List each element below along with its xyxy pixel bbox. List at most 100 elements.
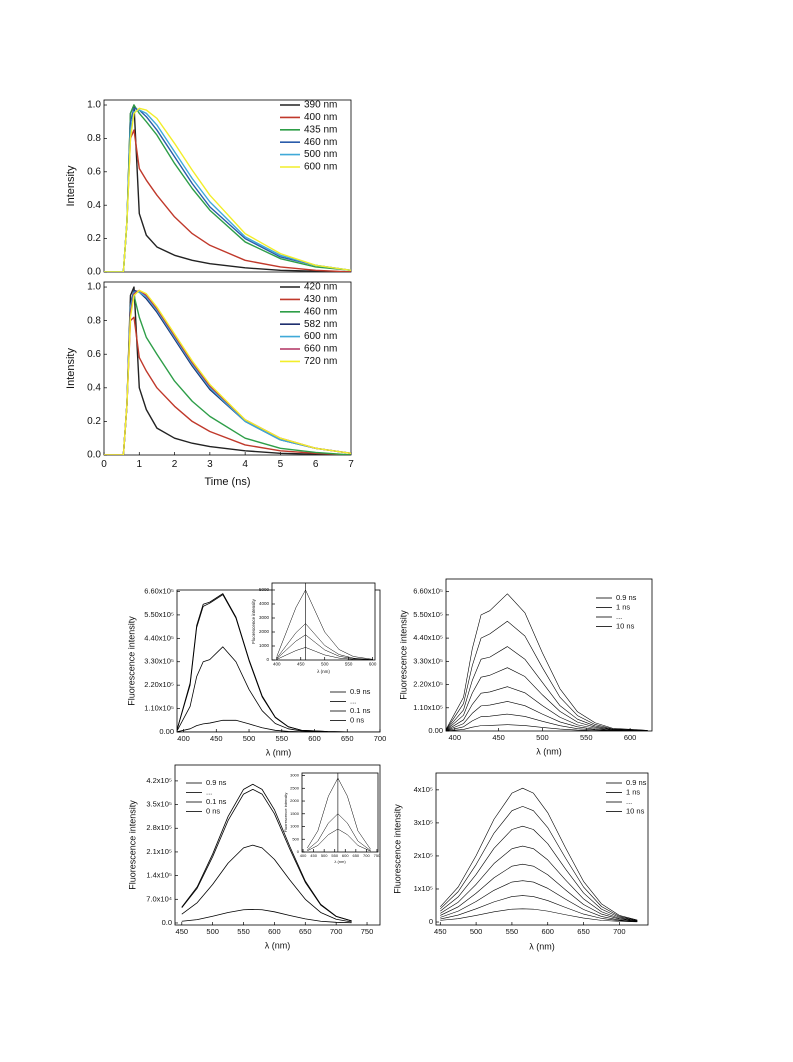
x-tick-label: 500 (243, 734, 256, 743)
x-tick-label: 450 (297, 661, 305, 666)
x-tick-label: 700 (613, 927, 626, 936)
x-tick-label: 650 (341, 734, 354, 743)
y-tick-label: 3.30x10⁵ (144, 657, 174, 666)
plot-frame (301, 772, 379, 853)
y-tick-label: 2.20x10⁵ (144, 680, 174, 689)
y-tick-label: 3000 (290, 773, 300, 778)
x-tick-label: 450 (310, 853, 317, 858)
x-axis-label: λ (nm) (536, 746, 562, 756)
x-axis-label: λ (nm) (266, 747, 292, 757)
legend-label: 460 nm (304, 306, 337, 317)
y-tick-label: 0.0 (162, 918, 172, 927)
x-axis-label: λ (nm) (317, 669, 330, 674)
x-tick-label: 650 (577, 927, 590, 936)
series-line (440, 863, 638, 922)
y-tick-label: 2.8x10⁵ (146, 823, 172, 832)
y-tick-label: 1.4x10⁵ (146, 871, 172, 880)
y-tick-label: 6.60x10⁵ (144, 586, 174, 595)
y-tick-label: 0.0 (87, 267, 101, 278)
y-tick-label: 4.40x10⁵ (144, 633, 174, 642)
legend-label: 600 nm (304, 162, 337, 173)
legend-label: ... (616, 612, 622, 621)
series-line (440, 880, 638, 922)
x-axis-label: λ (nm) (334, 859, 346, 864)
x-tick-label: 550 (345, 661, 353, 666)
y-tick-label: 1.10x10⁵ (413, 703, 443, 712)
plot-frame (445, 578, 653, 732)
x-tick-label: 5 (278, 459, 284, 470)
legend-label: 400 nm (304, 112, 337, 123)
y-tick-label: 3x10⁵ (414, 818, 433, 827)
series-line (440, 908, 638, 923)
series-line (177, 646, 380, 732)
series-line (446, 667, 648, 731)
y-tick-label: 2.1x10⁵ (146, 847, 172, 856)
x-tick-label: 1 (137, 459, 143, 470)
legend-label: 0 ns (350, 715, 364, 724)
legend-label: 0.1 ns (350, 706, 371, 715)
x-tick-label: 2 (172, 459, 178, 470)
legend-label: 0.9 ns (616, 593, 637, 602)
x-axis-label: λ (nm) (529, 941, 555, 951)
x-tick-label: 6 (313, 459, 319, 470)
y-axis-label: Fluorescence intensity (283, 793, 288, 833)
y-tick-label: 1.0 (87, 282, 101, 293)
legend-label: 0.9 ns (350, 687, 371, 696)
y-tick-label: 500 (292, 836, 299, 841)
y-tick-label: 5.50x10⁵ (144, 610, 174, 619)
y-tick-label: 0.0 (87, 450, 101, 461)
plot-frame (103, 99, 352, 273)
x-tick-label: 550 (276, 734, 289, 743)
x-tick-label: 7 (348, 459, 354, 470)
legend-label: 1 ns (616, 602, 630, 611)
x-tick-label: 550 (331, 853, 338, 858)
x-tick-label: 700 (374, 734, 387, 743)
y-tick-label: 4000 (259, 601, 270, 606)
y-tick-label: 4x10⁵ (414, 785, 433, 794)
series-line (440, 845, 638, 922)
legend-label: 660 nm (304, 344, 337, 355)
x-tick-label: 550 (237, 927, 250, 936)
y-tick-label: 0.00 (428, 726, 443, 735)
y-tick-label: 5000 (259, 587, 270, 592)
series-line (446, 593, 648, 731)
y-tick-label: 4.2x10⁵ (146, 776, 172, 785)
x-tick-label: 750 (361, 927, 374, 936)
series-line (446, 701, 648, 731)
series-line (440, 825, 638, 921)
y-tick-label: 0.6 (87, 166, 101, 177)
y-tick-label: 0.8 (87, 315, 101, 326)
legend-label: 435 nm (304, 124, 337, 135)
y-tick-label: 2000 (290, 798, 300, 803)
y-axis-label: Fluorescence intensity (251, 598, 256, 644)
y-tick-label: 0 (297, 849, 300, 854)
series-line (446, 724, 648, 731)
series-line (276, 623, 373, 660)
x-tick-label: 500 (206, 927, 219, 936)
legend-label: 720 nm (304, 356, 337, 367)
x-tick-label: 400 (449, 733, 462, 742)
x-tick-label: 500 (536, 733, 549, 742)
legend-label: ... (350, 696, 356, 705)
series-line (104, 289, 351, 455)
legend-label: 600 nm (304, 331, 337, 342)
series-line (440, 806, 638, 921)
x-tick-label: 450 (492, 733, 505, 742)
y-tick-label: 1000 (290, 824, 300, 829)
x-tick-label: 3 (207, 459, 213, 470)
x-tick-label: 500 (321, 853, 328, 858)
x-axis-label: Time (ns) (204, 476, 250, 488)
series-line (276, 634, 373, 660)
y-tick-label: 1.0 (87, 100, 101, 111)
series-line (181, 909, 352, 924)
x-tick-label: 0 (101, 459, 107, 470)
y-tick-label: 7.0x10⁴ (146, 894, 172, 903)
y-axis-label: Intensity (65, 165, 77, 206)
series-line (440, 895, 638, 922)
y-tick-label: 0 (266, 657, 269, 662)
x-tick-label: 400 (177, 734, 190, 743)
legend-label: 430 nm (304, 294, 337, 305)
series-line (446, 620, 648, 731)
y-tick-label: 1x10⁵ (414, 884, 433, 893)
